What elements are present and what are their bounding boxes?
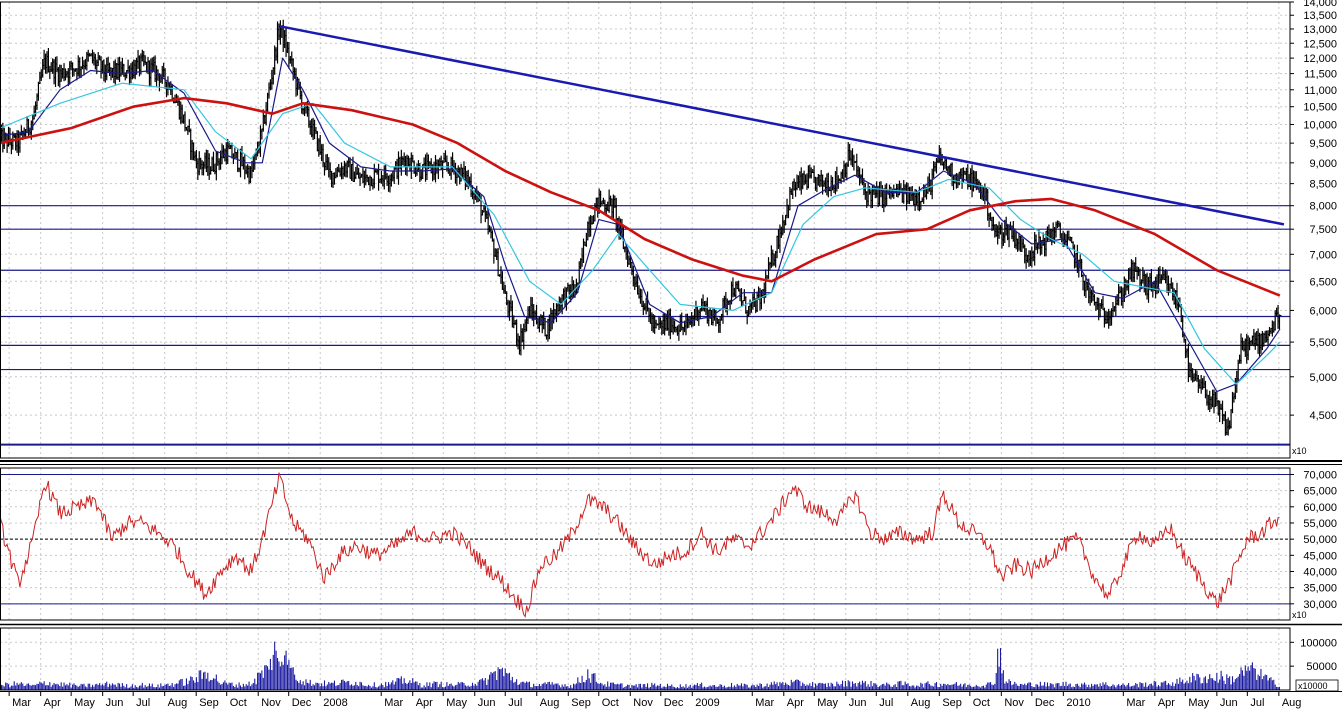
x-tick-label: Aug <box>168 697 188 709</box>
x-tick-label: Nov <box>1004 697 1024 709</box>
x-tick-label: Jun <box>1220 697 1238 709</box>
oscillator-tick-label: 50,000 <box>1303 534 1337 546</box>
x-tick-label: May <box>446 697 467 709</box>
x-tick-label: Jul <box>136 697 150 709</box>
price-tick-label: 6,500 <box>1309 276 1337 288</box>
price-tick-label: 12,500 <box>1303 38 1337 50</box>
x-tick-label: 2008 <box>323 697 347 709</box>
x-tick-label: Dec <box>1035 697 1055 709</box>
x-tick-label: Dec <box>664 697 684 709</box>
price-tick-label: 8,500 <box>1309 179 1337 191</box>
price-tick-label: 14,000 <box>1303 0 1337 9</box>
oscillator-line <box>0 472 1280 618</box>
x-tick-label: May <box>1188 697 1209 709</box>
x-tick-label: Aug <box>1282 697 1302 709</box>
price-tick-label: 7,500 <box>1309 224 1337 236</box>
price-tick-label: 13,500 <box>1303 10 1337 22</box>
x-tick-label: Jun <box>849 697 867 709</box>
price-tick-label: 8,000 <box>1309 201 1337 213</box>
volume-panel: 50000 100000 x10000 <box>0 627 1339 692</box>
mid-moving-average-line <box>0 82 1281 385</box>
oscillator-tick-label: 70,000 <box>1303 469 1337 481</box>
price-tick-label: 4,500 <box>1309 410 1337 422</box>
x-tick-label: Oct <box>973 697 990 709</box>
oscillator-tick-label: 55,000 <box>1303 518 1337 530</box>
price-tick-label: 13,000 <box>1303 24 1337 36</box>
x-tick-label: Aug <box>540 697 560 709</box>
x-tick-label: Sep <box>199 697 219 709</box>
price-tick-label: 9,000 <box>1309 158 1337 170</box>
oscillator-tick-label: 65,000 <box>1303 486 1337 498</box>
price-panel-frame <box>0 1 1291 459</box>
volume-tick-label: 100000 <box>1300 637 1337 649</box>
x-tick-label: Jul <box>508 697 522 709</box>
oscillator-panel-frame <box>0 467 1291 621</box>
oscillator-tick-label: 60,000 <box>1303 502 1337 514</box>
x-tick-label: Nov <box>261 697 281 709</box>
price-tick-label: 7,000 <box>1309 249 1337 261</box>
x-tick-label: Jun <box>478 697 496 709</box>
volume-tick-label: 50000 <box>1306 661 1337 673</box>
price-tick-label: 10,000 <box>1303 119 1337 131</box>
x-tick-label: Mar <box>1126 697 1145 709</box>
oscillator-multiplier-label: x10 <box>1292 610 1307 620</box>
x-tick-label: 2010 <box>1066 697 1090 709</box>
x-tick-label: Apr <box>787 697 804 709</box>
price-panel: 4,500 5,000 5,500 6,000 6,500 7,000 7,500 8,000… <box>0 0 1342 465</box>
volume-bars <box>0 641 1281 690</box>
oscillator-tick-label: 40,000 <box>1303 566 1337 578</box>
x-tick-label: May <box>817 697 838 709</box>
price-multiplier-label: x10 <box>1292 446 1307 456</box>
price-tick-label: 11,000 <box>1304 85 1337 97</box>
x-tick-label: Apr <box>1158 697 1175 709</box>
price-tick-label: 9,500 <box>1309 138 1337 150</box>
x-axis: Mar Apr May Jun Jul Aug Sep Oct Nov Dec 2008 Mar Apr… <box>0 691 1342 709</box>
x-tick-label: Jun <box>106 697 124 709</box>
oscillator-tick-label: 30,000 <box>1303 599 1337 611</box>
oscillator-tick-label: 45,000 <box>1303 550 1337 562</box>
x-tick-label: Aug <box>911 697 931 709</box>
x-tick-label: 2009 <box>695 697 719 709</box>
volume-multiplier-label: x10000 <box>1298 681 1328 691</box>
x-tick-label: Jul <box>879 697 893 709</box>
x-tick-label: Sep <box>942 697 962 709</box>
x-tick-label: Mar <box>384 697 403 709</box>
x-tick-label: Nov <box>633 697 653 709</box>
x-tick-label: May <box>74 697 95 709</box>
price-tick-label: 12,000 <box>1303 53 1337 65</box>
x-tick-label: Apr <box>44 697 61 709</box>
x-tick-label: Dec <box>292 697 312 709</box>
oscillator-panel: 30,000 35,000 40,000 45,000 50,000 55,000 60,0… <box>0 467 1342 626</box>
x-tick-label: Jul <box>1250 697 1264 709</box>
x-tick-label: Mar <box>12 697 31 709</box>
price-tick-label: 6,000 <box>1309 305 1337 317</box>
price-tick-label: 5,000 <box>1309 372 1337 384</box>
price-tick-label: 5,500 <box>1309 337 1337 349</box>
price-tick-label: 11,500 <box>1304 69 1337 81</box>
volume-panel-frame <box>0 627 1291 691</box>
x-tick-label: Mar <box>755 697 774 709</box>
trendline <box>279 24 1285 226</box>
price-tick-label: 10,500 <box>1303 102 1337 114</box>
x-tick-label: Sep <box>571 697 591 709</box>
long-moving-average-line <box>0 96 1281 297</box>
x-tick-label: Oct <box>230 697 247 709</box>
x-tick-label: Apr <box>416 697 433 709</box>
oscillator-tick-label: 35,000 <box>1303 583 1337 595</box>
short-moving-average-line <box>0 57 1281 393</box>
x-tick-label: Oct <box>602 697 619 709</box>
